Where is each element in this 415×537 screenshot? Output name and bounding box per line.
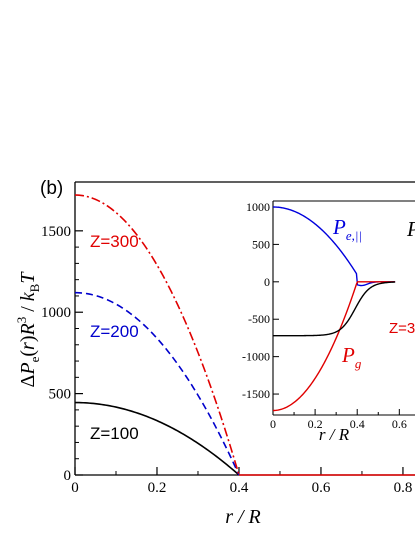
inset-y-tick-label: 0 xyxy=(264,275,270,289)
main-x-tick-label: 0.2 xyxy=(148,480,167,496)
inset-background xyxy=(243,198,415,420)
inset-x-tick-label: 0.4 xyxy=(350,417,365,431)
main-y-tick-label: 0 xyxy=(64,468,72,484)
inset-x-axis-title: r / R xyxy=(319,425,350,444)
series-label-z200: Z=200 xyxy=(90,322,139,341)
main-y-tick-label: 1000 xyxy=(41,305,71,321)
main-x-tick-label: 0.6 xyxy=(312,480,331,496)
inset-label-pe: Pe,|| xyxy=(332,215,362,243)
inset-series-line-pg xyxy=(272,281,396,412)
inset-ticks: 0 0.2 0.4 0.6 1000 500 0 -500 -1000 -1500 xyxy=(242,200,407,431)
inset-x-tick-label: 0 xyxy=(270,417,276,431)
inset-label-z-cut: Z=3 xyxy=(389,320,415,337)
inset-y-tick-label: -1500 xyxy=(242,387,270,401)
main-series xyxy=(74,194,415,476)
series-label-z300: Z=300 xyxy=(90,232,139,251)
inset-series-line-total xyxy=(273,281,396,337)
inset-y-tick-label: -1000 xyxy=(242,350,270,364)
main-series-line xyxy=(74,291,240,476)
panel-label: (b) xyxy=(40,178,63,199)
inset-label-p-cut: P xyxy=(406,217,415,241)
main-x-tick-label: 0 xyxy=(71,480,79,496)
inset-label-pg: Pg xyxy=(341,343,362,371)
inset-y-tick-label: -500 xyxy=(248,312,270,326)
inset-series xyxy=(272,206,396,412)
inset-y-tick-label: 500 xyxy=(252,237,270,251)
main-x-tick-label: 0.4 xyxy=(230,480,249,496)
main-x-tick-label: 0.8 xyxy=(394,480,413,496)
main-series-line xyxy=(74,401,240,476)
inset-y-tick-label: 1000 xyxy=(246,200,270,214)
inset-x-tick-label: 0.6 xyxy=(392,417,407,431)
inset-plot: 0 0.2 0.4 0.6 1000 500 0 -500 -1000 -1500 Pe,|| P… xyxy=(242,198,415,444)
main-y-tick-label: 500 xyxy=(49,387,72,403)
main-y-axis-title: ΔPe(r)R3 / kBT xyxy=(14,271,42,388)
main-ticks: 0 0.2 0.4 0.6 0.8 0 500 1000 1500 xyxy=(41,224,412,496)
main-x-axis-title: r / R xyxy=(225,506,261,528)
series-label-z100: Z=100 xyxy=(90,424,139,443)
main-y-tick-label: 1500 xyxy=(41,224,71,240)
inset-x-tick-label: 0.2 xyxy=(308,417,323,431)
